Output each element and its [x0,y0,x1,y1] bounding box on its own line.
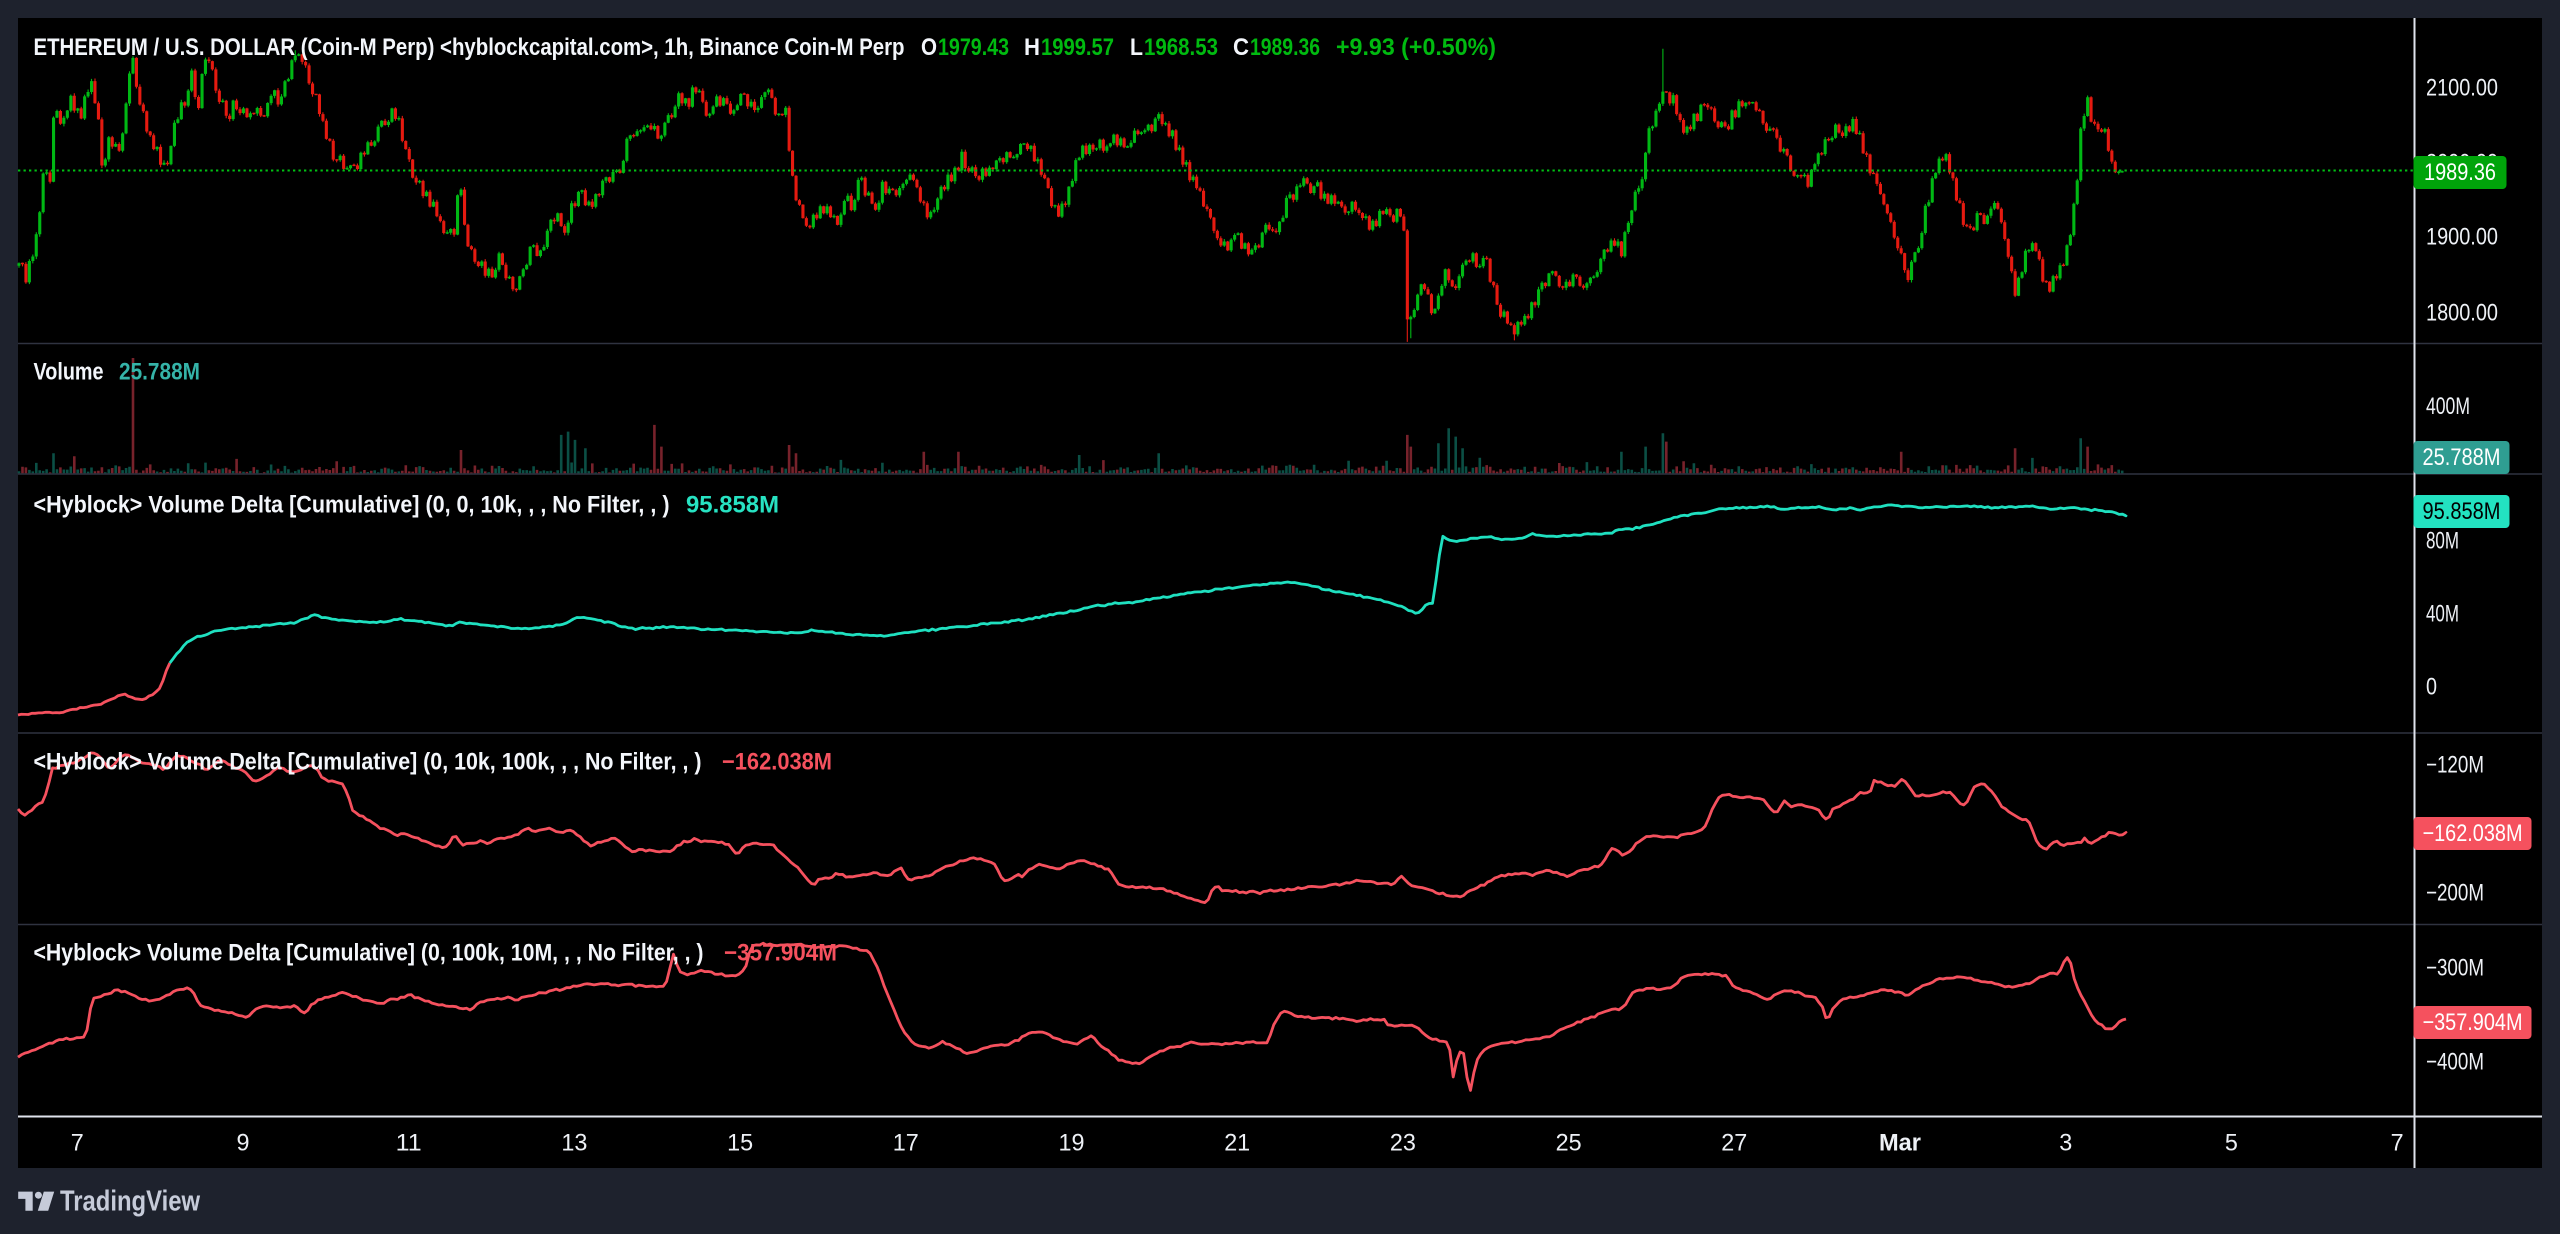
svg-text:40M: 40M [2426,601,2459,628]
svg-text:−357.904M: −357.904M [2423,1009,2523,1036]
svg-text:1989.36: 1989.36 [1250,34,1320,61]
svg-text:Volume: Volume [34,359,104,386]
svg-text:−200M: −200M [2426,880,2484,907]
svg-text:−120M: −120M [2426,752,2484,779]
svg-text:1999.57: 1999.57 [1041,34,1114,61]
svg-text:11: 11 [396,1130,422,1157]
svg-text:+9.93 (+0.50%): +9.93 (+0.50%) [1336,34,1496,61]
svg-text:95.858M: 95.858M [686,492,779,519]
svg-text:7: 7 [2391,1130,2404,1157]
svg-text:21: 21 [1224,1130,1250,1157]
svg-text:−162.038M: −162.038M [722,749,832,776]
svg-text:C: C [1233,34,1249,61]
svg-text:80M: 80M [2426,528,2459,555]
svg-text:−357.904M: −357.904M [724,940,837,967]
svg-text:13: 13 [561,1130,587,1157]
svg-text:L: L [1130,34,1143,61]
svg-text:25.788M: 25.788M [119,359,200,386]
svg-text:−300M: −300M [2426,955,2484,982]
svg-text:3: 3 [2059,1130,2072,1157]
svg-text:H: H [1024,34,1040,61]
svg-text:0: 0 [2426,674,2437,701]
svg-text:Mar: Mar [1879,1130,1921,1157]
svg-text:O: O [921,34,937,61]
svg-text:1989.36: 1989.36 [2424,159,2496,186]
svg-text:2100.00: 2100.00 [2426,75,2498,102]
svg-text:1979.43: 1979.43 [938,34,1009,61]
svg-text:ETHEREUM / U.S. DOLLAR (Coin-M: ETHEREUM / U.S. DOLLAR (Coin-M Perp) <hy… [34,34,905,61]
svg-text:−400M: −400M [2426,1049,2484,1076]
svg-text:9: 9 [237,1130,250,1157]
svg-text:−162.038M: −162.038M [2423,820,2523,847]
svg-text:<Hyblock> Volume Delta [Cumula: <Hyblock> Volume Delta [Cumulative] (0, … [34,749,702,776]
svg-text:<Hyblock> Volume Delta [Cumula: <Hyblock> Volume Delta [Cumulative] (0, … [34,940,704,967]
svg-text:1800.00: 1800.00 [2426,300,2498,327]
svg-text:25.788M: 25.788M [2423,444,2501,471]
svg-text:400M: 400M [2426,393,2470,420]
svg-text:TradingView: TradingView [60,1186,200,1218]
svg-text:17: 17 [893,1130,919,1157]
svg-text:1900.00: 1900.00 [2426,224,2498,251]
svg-text:1968.53: 1968.53 [1144,34,1218,61]
svg-text:<Hyblock> Volume Delta [Cumula: <Hyblock> Volume Delta [Cumulative] (0, … [34,492,670,519]
svg-text:15: 15 [727,1130,753,1157]
svg-text:19: 19 [1059,1130,1085,1157]
svg-text:7: 7 [71,1130,84,1157]
svg-text:23: 23 [1390,1130,1416,1157]
svg-text:27: 27 [1721,1130,1747,1157]
svg-text:5: 5 [2225,1130,2238,1157]
svg-text:25: 25 [1556,1130,1582,1157]
svg-text:95.858M: 95.858M [2423,498,2501,525]
